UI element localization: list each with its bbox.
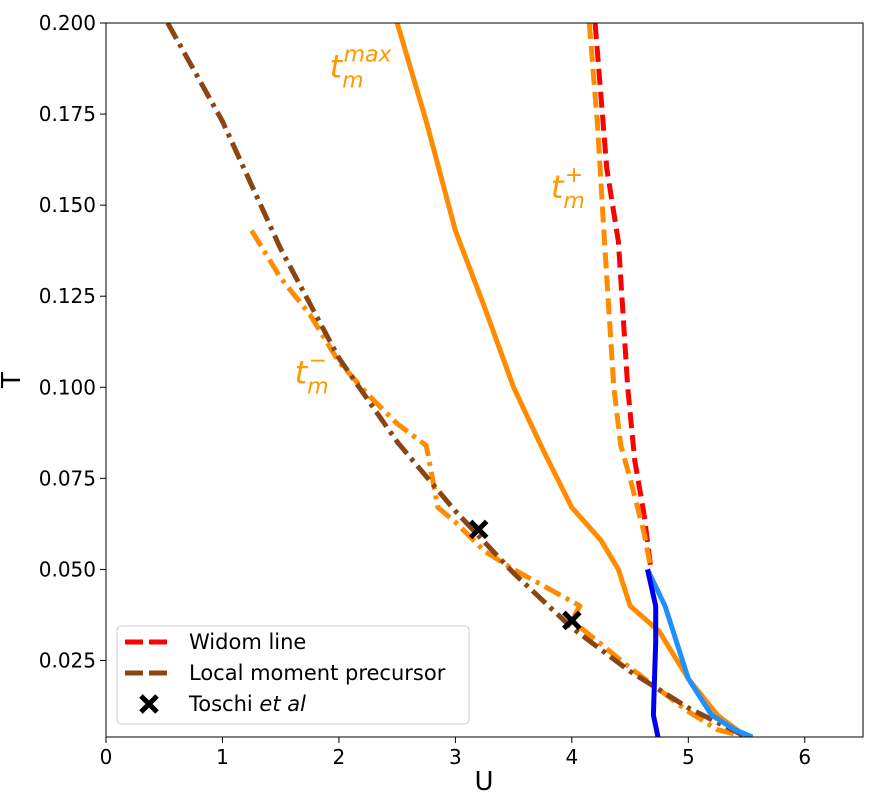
series-group [165, 23, 754, 737]
marker-group [468, 519, 582, 631]
y-tick-label: 0.075 [39, 466, 96, 490]
series-line-3 [249, 229, 748, 737]
legend-label: Toschi et al [188, 692, 306, 716]
y-axis-label: T [0, 372, 27, 389]
y-tick-label: 0.175 [39, 102, 96, 126]
plot-area [106, 23, 863, 737]
series-line-1 [586, 23, 654, 570]
legend: Widom line Local moment precursor Toschi e… [116, 625, 470, 725]
y-tick-label: 0.150 [39, 193, 96, 217]
series-line-5 [645, 568, 754, 737]
x-tick-label: 1 [216, 745, 229, 769]
legend-label: Local moment precursor [189, 661, 446, 685]
curve-annotation: tm+ [551, 163, 585, 214]
x-tick-label: 4 [565, 745, 578, 769]
x-tick-label: 5 [682, 745, 695, 769]
y-tick-label: 0.025 [39, 649, 96, 673]
x-tick-label: 6 [798, 745, 811, 769]
curve-annotation: tm− [295, 349, 329, 400]
x-tick-label: 0 [100, 745, 113, 769]
tick-group: 0 1 2 3 4 5 6 0.025 0.050 0.075 0.100 0.125 0.150 0.1… [39, 11, 811, 769]
x-axis-label: U [474, 767, 493, 797]
legend-entry: Widom line [125, 630, 306, 654]
series-line-4 [165, 23, 748, 737]
y-tick-label: 0.200 [39, 11, 96, 35]
legend-entry: Toschi et al [139, 692, 306, 716]
plot-frame [105, 22, 864, 738]
legend-box [116, 625, 470, 725]
legend-x-symbol [139, 694, 159, 714]
x-tick-label: 2 [333, 745, 346, 769]
annotation-group: tmmax tm+ tm− [295, 43, 585, 400]
y-tick-label: 0.100 [39, 375, 96, 399]
series-line-0 [592, 23, 654, 570]
curve-annotation: tmmax [330, 43, 393, 94]
legend-entry: Local moment precursor [125, 661, 446, 685]
toschi-marker [562, 610, 582, 631]
toschi-marker [468, 519, 489, 540]
legend-label: Widom line [189, 630, 306, 654]
y-tick-label: 0.050 [39, 557, 96, 581]
series-line-6 [645, 568, 661, 737]
x-tick-label: 3 [449, 745, 462, 769]
y-tick-label: 0.125 [39, 284, 96, 308]
